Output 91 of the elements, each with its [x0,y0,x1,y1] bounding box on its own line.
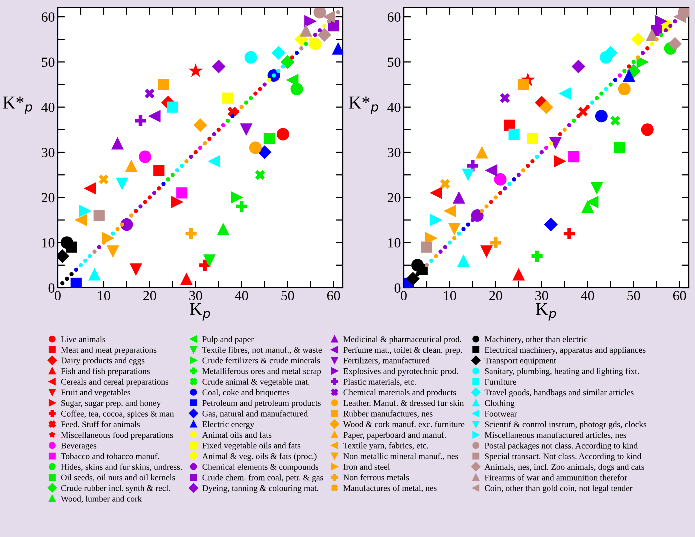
x-axis-title: K$_{p}$ [536,303,556,321]
legend-label: Electrical machinery, apparatus and appliances [484,346,646,355]
legend-label: Medicinal & pharmaceutical prod. [344,336,462,344]
y-tick-label: 10 [42,238,55,248]
legend-label: Machinery, other than electric [484,336,588,344]
x-tick-label: 10 [98,291,110,301]
legend-label: Manufactures of metal, nes [344,485,437,492]
legend-label: Pulp and paper [202,336,254,344]
x-tick-label: 30 [190,291,202,301]
legend-label: Dyeing, tanning & colouring mat. [202,485,319,494]
x-tick-label: 60 [673,291,686,301]
x-tick-label: 50 [628,291,640,301]
legend-label: Metalliferous ores and metal scrap [202,368,322,376]
legend-label: Iron and steel [344,464,390,470]
legend-label: Animal oils and fats [202,432,272,438]
y-axis-title: K*$_{p}$ [349,96,378,114]
legend-label: Crude animal & vegetable mat. [202,378,310,387]
legend-label: Chemical materials and products [344,389,456,398]
legend-label: Miscellaneous manufactured articles, nes [484,432,626,440]
y-tick-label: 50 [42,58,55,68]
legend-label: Travel goods, handbags and similar articles [484,390,634,398]
legend-label: Clothing [485,400,515,408]
x-tick-label: 30 [536,291,548,301]
legend-label: Wood & cork manuf. exc. furniture [343,421,465,428]
legend-label: Sanitary, plumbing, heating and lighting fixt. [485,368,640,376]
y-tick-label: 60 [42,12,55,22]
legend-label: Leather. Manuf. & dressed fur skin [344,400,464,406]
legend-label: Textile yarn, fabrics, etc. [344,442,428,450]
y-tick-label: 0 [394,284,401,293]
legend-label: Electric energy [202,421,255,430]
legend-label: Footwear [484,411,518,417]
legend-label: Firearms of war and ammunition therefor [484,474,628,481]
legend-label: Perfume mat., toilet & clean. prep. [344,346,462,355]
legend-label: Gas, natural and manufactured [202,410,308,418]
x-tick-label: 20 [144,291,156,301]
y-tick-label: 60 [388,12,401,22]
legend-label: Tobacco and tobacco manuf. [61,453,160,460]
y-tick-label: 30 [388,148,401,158]
x-axis-title: K$_{p}$ [190,303,210,321]
legend-label: Paper, paperboard and manuf. [344,432,446,440]
legend-label: Scientif & control instrum, photogr gds, clocks [485,421,647,430]
legend-label: Coin, other than gold coin, not legal tender [485,485,633,494]
legend-label: Fruit and vegetables [61,389,131,398]
legend-label: Rubber manufactures, nes [344,410,433,418]
legend-label: Plastic materials, etc. [344,378,416,386]
legend-label: Meat and meat preparations [61,346,157,355]
legend-label: Oil seeds, oil nuts and oil kernels [61,474,176,482]
legend-label: Live animals [61,336,106,342]
legend-label: Animals, nes, incl. Zoo animals, dogs and cats [484,464,644,472]
legend-label: Non ferrous metals [344,474,410,481]
legend-label: Fertilizers, manufactured [344,358,430,365]
legend-label: Hides, skins and fur skins, undress. [61,464,182,472]
legend-label: Transport equipment [484,358,556,366]
legend-label: Non metallic mineral manuf., nes [344,453,458,461]
legend-label: Crude rubber incl. synth & recl. [61,485,170,494]
x-tick-label: 50 [282,291,294,301]
legend-label: Sugar, sugar prep. and honey [62,400,162,408]
y-tick-label: 30 [42,148,55,158]
legend-label: Cereals and cereal preparations [61,378,169,387]
x-tick-label: 40 [235,291,248,301]
y-tick-label: 40 [42,102,55,112]
legend-label: Textile fibres, not manuf., & waste [202,346,322,354]
x-tick-label: 40 [581,291,594,301]
legend-label: Feed. Stuff for animals [61,421,140,428]
x-tick-label: 20 [490,291,502,301]
legend-label: Coffee, tea, cocoa, spices & man [61,410,174,419]
legend-label: Explosives and pyrotechnic prod. [344,368,458,376]
legend-label: Furniture [484,379,516,385]
legend-label: Crude fertilizers & crude minerals [202,357,320,364]
legend-label: Fish and fish preparations [61,368,150,376]
y-tick-label: 20 [388,193,401,203]
legend-label: Special transact. Not class. According to kind [485,453,642,462]
x-tick-label: 60 [327,291,340,301]
legend-label: Animal & veg. oils & fats (proc.) [202,453,317,462]
legend-label: Postal packages not class. According to kind [484,442,638,451]
y-tick-label: 10 [388,238,401,248]
y-tick-label: 50 [388,58,401,68]
legend-label: Dairy products and eggs [61,358,145,366]
legend-label: Chemical elements & compounds [202,464,319,472]
legend-label: Fixed vegetable oils and fats [202,442,301,450]
y-tick-label: 20 [42,193,55,203]
legend-label: Beverages [61,443,97,451]
legend-label: Coal, coke and briquettes [202,389,290,398]
legend-label: Crude chem. from coal, petr. & gas [202,474,324,482]
x-tick-label: 10 [444,291,456,301]
y-tick-label: 40 [388,102,401,112]
y-tick-label: 0 [48,284,55,293]
y-axis-title: K*$_{p}$ [3,96,32,114]
legend-label: Petroleum and petroleum products [202,400,321,408]
legend-label: Miscellaneous food preparations [61,432,174,440]
legend-label: Wood, lumber and cork [61,496,142,504]
